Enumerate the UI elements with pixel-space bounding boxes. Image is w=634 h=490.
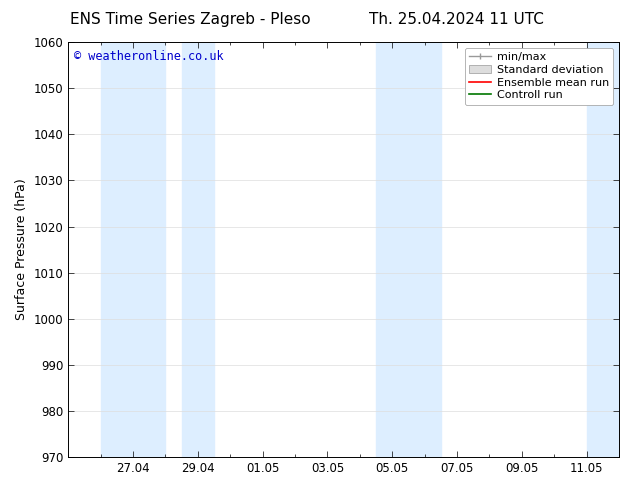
Bar [181, 42, 214, 457]
Text: Th. 25.04.2024 11 UTC: Th. 25.04.2024 11 UTC [369, 12, 544, 27]
Bar [101, 42, 165, 457]
Bar [376, 42, 441, 457]
Text: ENS Time Series Zagreb - Pleso: ENS Time Series Zagreb - Pleso [70, 12, 311, 27]
Bar [586, 42, 619, 457]
Y-axis label: Surface Pressure (hPa): Surface Pressure (hPa) [15, 179, 28, 320]
Text: © weatheronline.co.uk: © weatheronline.co.uk [74, 50, 223, 63]
Legend: min/max, Standard deviation, Ensemble mean run, Controll run: min/max, Standard deviation, Ensemble me… [465, 48, 614, 105]
